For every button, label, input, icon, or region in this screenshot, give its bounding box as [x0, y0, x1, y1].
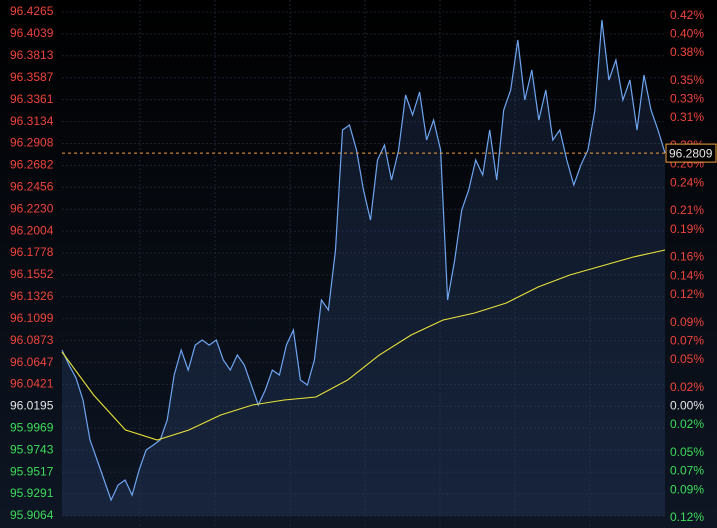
series-line: [61, 249, 666, 441]
y2-tick-label: 0.38%: [670, 45, 704, 59]
y2-tick-label: 0.35%: [670, 73, 704, 87]
y2-tick-label: 0.31%: [670, 110, 704, 124]
y-tick-label: 96.2682: [10, 158, 54, 172]
y2-tick-label: 0.21%: [670, 203, 704, 217]
y-tick-label: 95.9291: [10, 486, 54, 500]
y2-tick-label: 0.33%: [670, 92, 704, 106]
y-tick-label: 96.2456: [10, 179, 54, 193]
y2-tick-label: 0.16%: [670, 250, 704, 264]
y2-tick-label: 0.12%: [670, 287, 704, 301]
y2-tick-label: 0.07%: [670, 333, 704, 347]
y-tick-label: 95.9064: [10, 508, 54, 522]
y2-tick-label: 0.40%: [670, 26, 704, 40]
y2-tick-label: 0.05%: [670, 445, 704, 459]
y-tick-label: 96.4265: [10, 4, 54, 18]
y-tick-label: 96.3587: [10, 70, 54, 84]
reference-label-box: [665, 143, 717, 163]
y2-tick-label: 0.14%: [670, 268, 704, 282]
y2-tick-label: 0.24%: [670, 175, 704, 189]
y2-tick-label: 0.02%: [670, 417, 704, 431]
y-tick-label: 96.1778: [10, 245, 54, 259]
y2-tick-label: 0.12%: [670, 510, 704, 524]
y-tick-label: 96.1552: [10, 267, 54, 281]
y-tick-label: 95.9517: [10, 464, 54, 478]
series-line: [61, 19, 666, 502]
reference-label: 96.2809: [669, 146, 713, 160]
y2-tick-label: 0.00%: [670, 399, 704, 413]
y2-tick-label: 0.07%: [670, 464, 704, 478]
y-tick-label: 96.2908: [10, 136, 54, 150]
y2-tick-label: 0.02%: [670, 380, 704, 394]
area: [62, 20, 665, 516]
y-tick-label: 96.2230: [10, 201, 54, 215]
y-tick-label: 96.1099: [10, 311, 54, 325]
y-tick-label: 96.0421: [10, 377, 54, 391]
y-tick-label: 96.3134: [10, 114, 54, 128]
y-tick-label: 95.9969: [10, 420, 54, 434]
y2-tick-label: 0.19%: [670, 222, 704, 236]
y-tick-label: 96.2004: [10, 223, 54, 237]
y2-tick-label: 0.09%: [670, 315, 704, 329]
y-tick-label: 96.0647: [10, 355, 54, 369]
y2-tick-label: 0.05%: [670, 352, 704, 366]
y2-tick-label: 0.09%: [670, 482, 704, 496]
y-tick-label: 96.3361: [10, 92, 54, 106]
y-tick-label: 96.3813: [10, 48, 54, 62]
y-tick-label: 96.4039: [10, 26, 54, 40]
y-tick-label: 95.9743: [10, 442, 54, 456]
y2-tick-label: 0.42%: [670, 8, 704, 22]
y-tick-label: 96.1326: [10, 289, 54, 303]
y-tick-label: 96.0873: [10, 333, 54, 347]
y-tick-label: 96.0195: [10, 399, 54, 413]
